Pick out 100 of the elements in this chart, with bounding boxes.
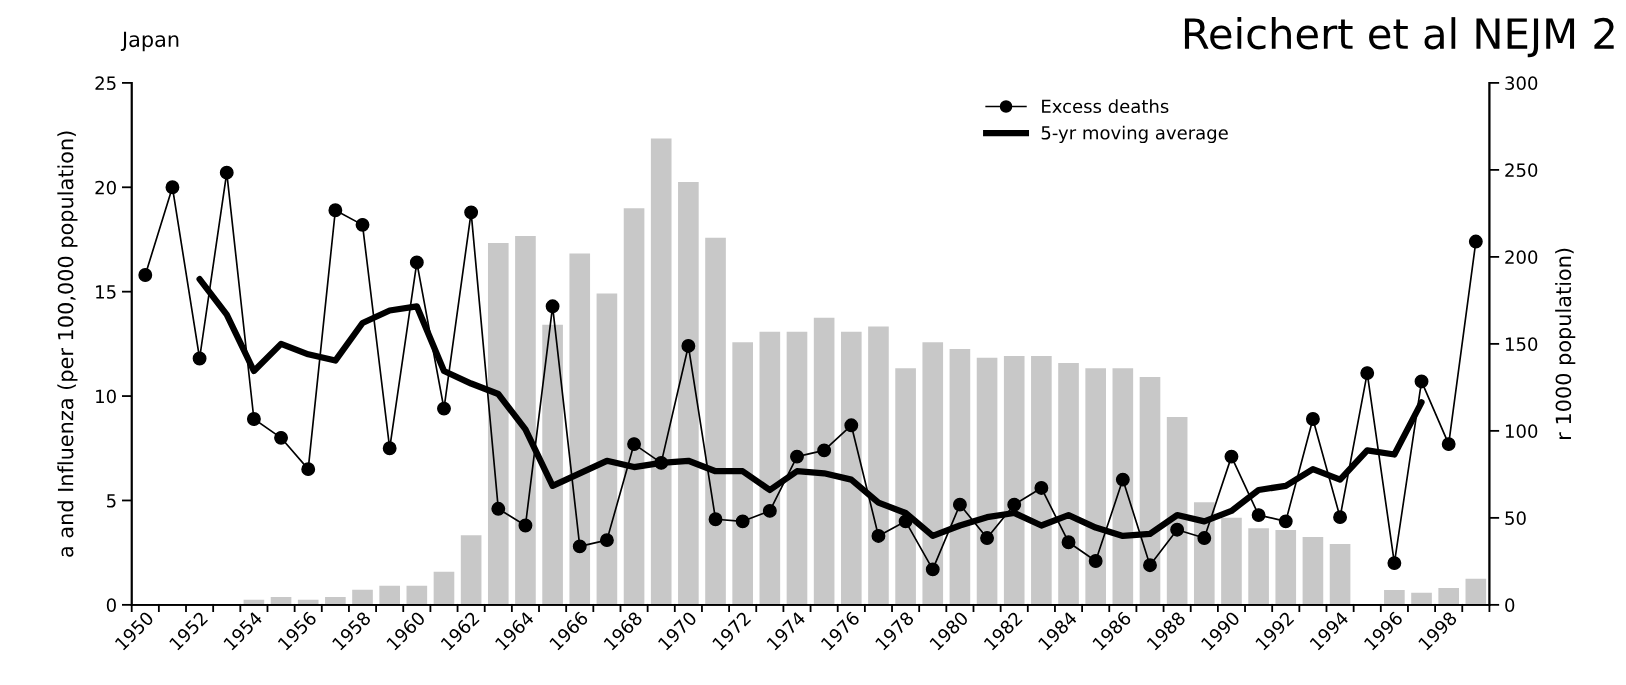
bar [487,242,509,605]
point [355,217,370,232]
point [301,462,316,477]
bar [1058,363,1079,605]
legend-label: Excess deaths [1042,99,1169,114]
bar [1275,530,1297,605]
bar [1221,517,1242,605]
y2-tick-label: 100 [1505,424,1538,438]
point [871,529,886,543]
point [545,299,560,314]
point [1414,374,1429,389]
y2-tick-label: 0 [1505,598,1515,612]
point [925,562,940,577]
y-tick-label: 25 [95,76,116,90]
bar [569,253,591,605]
y-axis-title: a and Influenza (per 100,000 population) [57,131,78,557]
point [437,401,451,416]
bar [1166,416,1188,605]
bar [949,349,971,605]
point [219,165,234,180]
bar [1031,356,1052,605]
point [790,449,804,464]
point [192,351,207,366]
point [1305,412,1320,426]
point [1441,437,1456,452]
y-tick-label: 10 [96,389,116,404]
bar [922,342,944,605]
bar [705,237,726,605]
point [681,339,696,353]
point [1251,508,1266,523]
point [1197,531,1212,545]
bar [460,535,482,605]
y2-axis-title: r 1000 population) [1555,248,1576,439]
bar [325,597,346,605]
point [1007,497,1022,512]
point [599,533,614,548]
point [165,180,180,195]
bar [406,585,428,605]
point [1143,558,1157,573]
bar [1085,368,1106,605]
bar [542,324,563,605]
point [138,268,153,282]
chart-title: Reichert et al NEJM 2 [1184,17,1614,58]
point [328,203,343,218]
y-tick-label: 15 [96,285,116,299]
y2-tick-label: 250 [1505,163,1538,177]
point [817,443,832,458]
bar [868,326,889,605]
bar [433,571,455,605]
chart-subtitle: Japan [120,31,179,52]
point [952,497,967,512]
bar [786,331,808,605]
bar [352,589,373,605]
bar [623,208,645,605]
point [1278,514,1293,529]
y2-tick-label: 50 [1505,511,1526,525]
bar [650,138,672,605]
y2-tick-label: 300 [1505,76,1538,90]
point [409,255,424,270]
bar [732,342,753,605]
point [844,418,859,433]
point [572,539,587,554]
bar [1384,590,1405,605]
bar [379,585,400,605]
bar [678,182,699,605]
point [1034,480,1049,495]
bar [976,357,998,605]
bar [596,293,618,605]
bar [1112,368,1134,605]
bar [813,317,835,605]
bar [1411,592,1432,605]
point [1115,472,1130,487]
bar [895,368,916,605]
point [1387,556,1402,571]
point [627,437,642,452]
point [274,430,288,445]
point [735,514,750,529]
point [980,531,995,545]
bar [840,331,862,605]
point [464,205,479,220]
bar [515,236,536,605]
bar [1139,376,1161,605]
y2-tick-label: 200 [1505,250,1538,264]
y-tick-label: 0 [106,598,116,612]
point [1224,449,1239,464]
y-tick-label: 20 [95,180,116,195]
bar [759,331,781,605]
point [1088,554,1103,568]
bar [1465,578,1487,605]
bar [1003,356,1025,605]
point [1333,510,1348,525]
point [1170,522,1185,537]
legend-label: 5-yr moving average [1041,125,1228,144]
bar [1248,528,1269,605]
point [1360,366,1375,381]
point [246,412,261,426]
point [491,501,506,516]
y-tick-label: 5 [107,494,116,508]
point [762,503,777,518]
point [1061,535,1076,550]
